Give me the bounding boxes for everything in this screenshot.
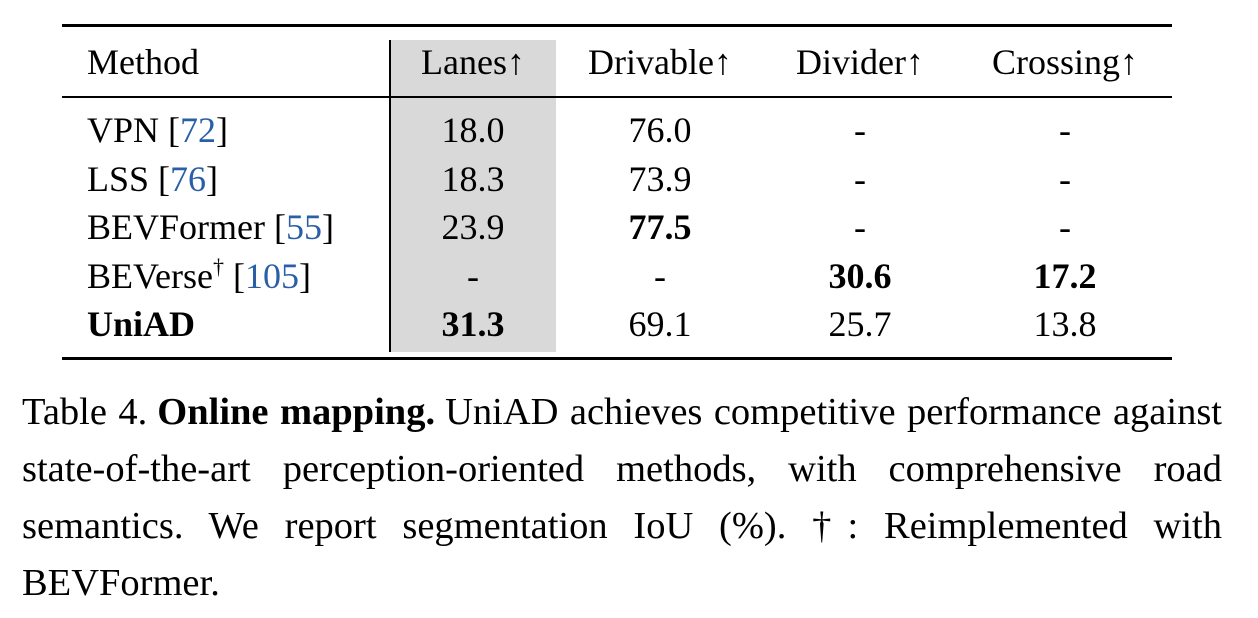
method-text: LSS [87, 158, 159, 199]
method-cell: UniAD [87, 304, 195, 344]
value-cell: 76.0 [628, 110, 692, 150]
mid-rule [62, 96, 1172, 98]
caption-text: UniAD achieves competitive performance a… [22, 391, 1222, 604]
value-cell: - [1059, 110, 1071, 150]
value-cell: 13.8 [1033, 304, 1097, 344]
value-cell: - [654, 255, 666, 296]
value-cell: - [854, 110, 866, 150]
highlight-column [390, 40, 556, 352]
value-cell: - [467, 255, 479, 296]
caption: Table 4. Online mapping. UniAD achieves co… [22, 384, 1222, 612]
method-text: VPN [87, 110, 169, 150]
citation: 76 [170, 158, 207, 199]
value-cell: 69.1 [628, 304, 692, 344]
value-cell: 31.3 [441, 304, 505, 344]
value-cell: - [1059, 207, 1071, 247]
method-cell: VPN [72] [87, 110, 228, 150]
citation: 72 [180, 110, 217, 150]
value-cell: - [854, 158, 866, 199]
citation: 105 [244, 255, 299, 296]
method-text: [ [223, 255, 245, 296]
method-cell: BEVerse† [105] [87, 253, 311, 296]
header-cell: Divider↑ [796, 42, 924, 82]
caption-title: Online mapping. [157, 391, 436, 433]
method-text: ] [298, 255, 311, 296]
method-cell: LSS [76] [87, 159, 218, 199]
method-text: [ [168, 110, 181, 150]
value-cell: 18.3 [441, 158, 505, 199]
header-cell: Crossing↑ [991, 42, 1139, 82]
value-cell: 30.6 [828, 255, 892, 296]
column-divider [389, 40, 391, 352]
header-cell: Method [87, 42, 199, 82]
header-cell: Lanes↑ [421, 42, 525, 82]
caption-label: Table 4. [22, 391, 148, 433]
bottom-rule [62, 357, 1172, 360]
top-rule [62, 24, 1172, 27]
value-cell: 18.0 [441, 110, 505, 150]
value-cell: - [854, 207, 866, 247]
method-text: BEVerse [87, 255, 213, 296]
method-text: † [212, 253, 224, 279]
value-cell: 23.9 [441, 207, 505, 247]
value-cell: 25.7 [828, 304, 892, 344]
method-text: [ [273, 207, 286, 247]
value-cell: - [1059, 158, 1071, 199]
method-text: [ [158, 158, 171, 199]
citation: 55 [285, 207, 322, 247]
method-text: ] [216, 110, 229, 150]
header-cell: Drivable↑ [588, 42, 732, 82]
method-text: ] [321, 207, 334, 247]
method-text: BEVFormer [87, 207, 274, 247]
method-text: ] [206, 158, 219, 199]
value-cell: 77.5 [628, 207, 692, 247]
method-cell: BEVFormer [55] [87, 207, 334, 247]
value-cell: 73.9 [628, 158, 692, 199]
value-cell: 17.2 [1033, 255, 1097, 296]
method-text: UniAD [87, 304, 196, 344]
